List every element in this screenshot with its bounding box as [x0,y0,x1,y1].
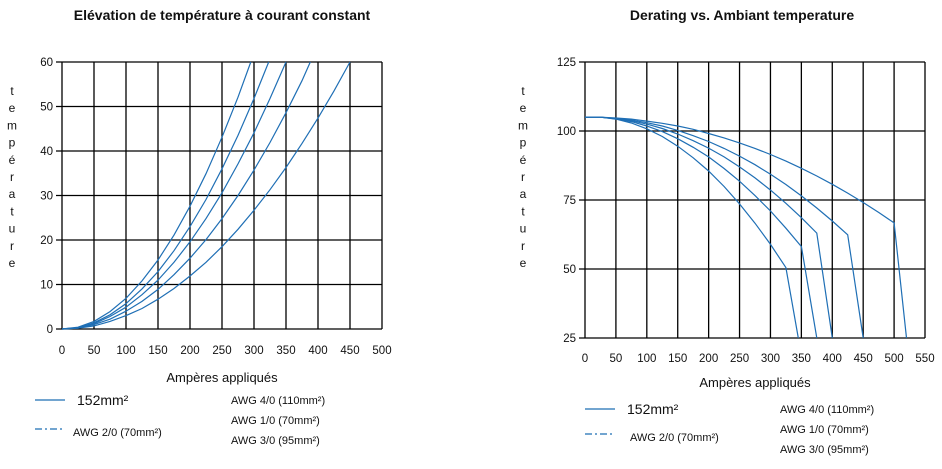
legend-label: AWG 3/0 (95mm²) [780,444,869,456]
x-tick-label: 200 [180,345,199,357]
chart-panel-right: Derating vs. Ambiant temperature 0 50 100 15… [470,0,942,464]
series-line-5 [62,61,351,330]
series-line-1 [62,61,252,330]
y-axis-label-letter: a [520,187,527,201]
chart-title: Elévation de température à courant const… [74,7,371,23]
x-tick-label: 300 [244,345,263,357]
x-tick-label: 200 [699,353,718,365]
legend-label: AWG 2/0 (70mm²) [73,427,162,439]
y-tick-label: 75 [563,195,576,207]
x-tick-label: 300 [761,353,780,365]
derating-chart: Derating vs. Ambiant temperature 0 50 100 15… [518,7,935,456]
y-tick-label: 0 [47,324,53,336]
y-axis-label-letter: m [518,118,528,132]
y-axis-label-letter: r [521,170,525,184]
x-tick-label: 0 [582,353,588,365]
x-tick-label: 100 [116,345,135,357]
x-tick-label: 500 [372,345,391,357]
temperature-rise-chart: Elévation de température à courant const… [7,7,392,447]
x-tick-label: 50 [610,353,623,365]
y-axis-label-letter: u [520,222,527,236]
legend-label: AWG 4/0 (110mm²) [231,395,325,407]
chart-title: Derating vs. Ambiant temperature [630,7,855,23]
y-axis-label-letter: e [9,101,16,115]
y-tick-label: 100 [557,126,576,138]
y-axis-label-letter: e [520,101,527,115]
x-tick-label: 150 [668,353,687,365]
x-tick-label: 350 [276,345,295,357]
x-tick-label: 450 [854,353,873,365]
y-axis-label-letter: é [9,153,16,167]
y-tick-label: 30 [40,191,53,203]
y-tick-label: 20 [40,235,53,247]
y-tick-label: 125 [557,57,576,69]
series-line-3 [585,116,833,339]
series-line-2 [62,61,270,330]
x-tick-label: 500 [884,353,903,365]
legend-label: 152mm² [77,392,129,408]
y-axis-label-letter: a [9,187,16,201]
legend-label: AWG 1/0 (70mm²) [780,424,869,436]
x-tick-label: 250 [730,353,749,365]
y-axis-label-letter: e [9,256,16,270]
legend-label: AWG 3/0 (95mm²) [231,435,320,447]
x-tick-label: 100 [637,353,656,365]
series-line-2 [585,116,818,339]
y-axis-label-letter: r [10,170,14,184]
y-tick-label: 40 [40,146,53,158]
x-tick-label: 250 [212,345,231,357]
x-tick-label: 0 [59,345,65,357]
legend-label: AWG 1/0 (70mm²) [231,415,320,427]
y-axis-label-letter: u [9,222,16,236]
series-line-1 [585,116,799,339]
y-axis-label-letter: t [10,84,14,98]
y-tick-label: 50 [563,264,576,276]
y-axis-label-letter: e [520,256,527,270]
x-tick-label: 550 [915,353,934,365]
series-line-5 [585,116,908,339]
x-tick-label: 450 [340,345,359,357]
y-tick-label: 10 [40,280,53,292]
series-line-4 [62,61,311,330]
x-tick-label: 400 [308,345,327,357]
chart-panel-left: Elévation de température à courant const… [0,0,470,464]
x-tick-label: 350 [792,353,811,365]
y-tick-label: 60 [40,57,53,69]
series-line-4 [585,116,864,339]
y-axis-label-letter: r [10,239,14,253]
y-axis-label-letter: m [7,118,17,132]
y-axis-label-letter: t [521,204,525,218]
y-axis-label-letter: p [9,136,16,150]
y-axis-label-letter: é [520,153,527,167]
legend-label: 152mm² [627,401,679,417]
legend-label: AWG 2/0 (70mm²) [630,432,719,444]
x-axis-label: Ampères appliqués [699,375,811,390]
legend-label: AWG 4/0 (110mm²) [780,404,874,416]
x-tick-label: 400 [823,353,842,365]
x-tick-label: 150 [148,345,167,357]
x-tick-label: 50 [88,345,101,357]
series-line-3 [62,61,287,330]
y-axis-label-letter: t [10,204,14,218]
y-axis-label-letter: p [520,136,527,150]
y-axis-label-letter: r [521,239,525,253]
y-tick-label: 25 [563,333,576,345]
y-tick-label: 50 [40,102,53,114]
x-axis-label: Ampères appliqués [166,370,278,385]
y-axis-label-letter: t [521,84,525,98]
